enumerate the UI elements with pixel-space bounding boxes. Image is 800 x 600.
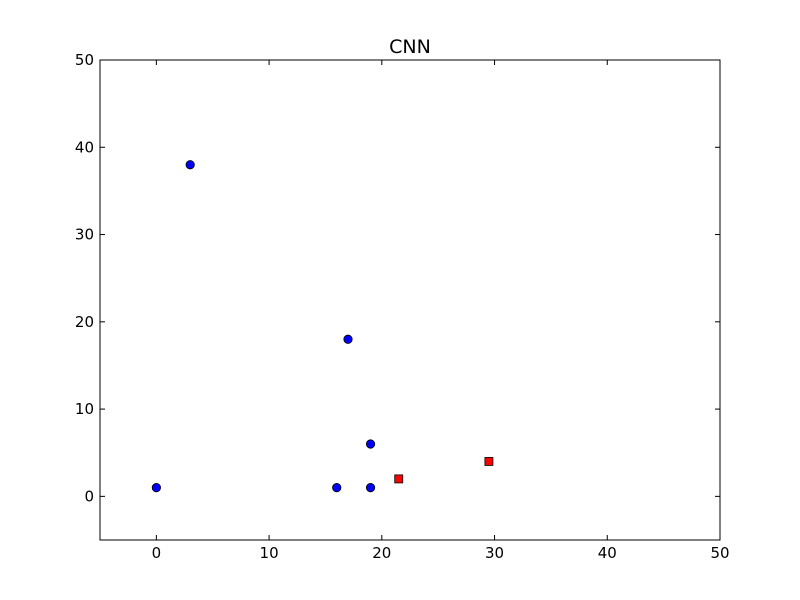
data-point-circle [343, 334, 353, 344]
y-tick-label: 50 [75, 51, 94, 69]
data-point-circle [332, 483, 342, 493]
data-point-square [484, 457, 494, 466]
data-point-circle [185, 160, 195, 170]
y-tick-label: 30 [75, 226, 94, 244]
x-tick-label: 40 [598, 544, 617, 562]
data-point-circle [151, 483, 161, 493]
plot-area [100, 60, 720, 540]
points-layer [151, 160, 494, 493]
y-tick-label: 20 [75, 313, 94, 331]
y-tick-label: 0 [84, 487, 94, 505]
y-tick-label: 10 [75, 400, 94, 418]
plot-frame [99, 59, 721, 541]
data-point-circle [365, 483, 376, 493]
y-tick-label: 40 [75, 138, 94, 156]
chart-title: CNN [389, 36, 431, 58]
x-tick-label: 20 [372, 544, 391, 562]
x-tick-label: 30 [485, 544, 504, 562]
x-tick-label: 10 [260, 544, 279, 562]
x-tick-label: 50 [710, 544, 729, 562]
ticks-layer: 0 10 20 30 40 50 0 10 20 30 40 50 [75, 51, 730, 562]
data-point-square [394, 474, 404, 484]
data-point-circle [365, 439, 376, 449]
x-tick-label: 0 [152, 544, 162, 562]
